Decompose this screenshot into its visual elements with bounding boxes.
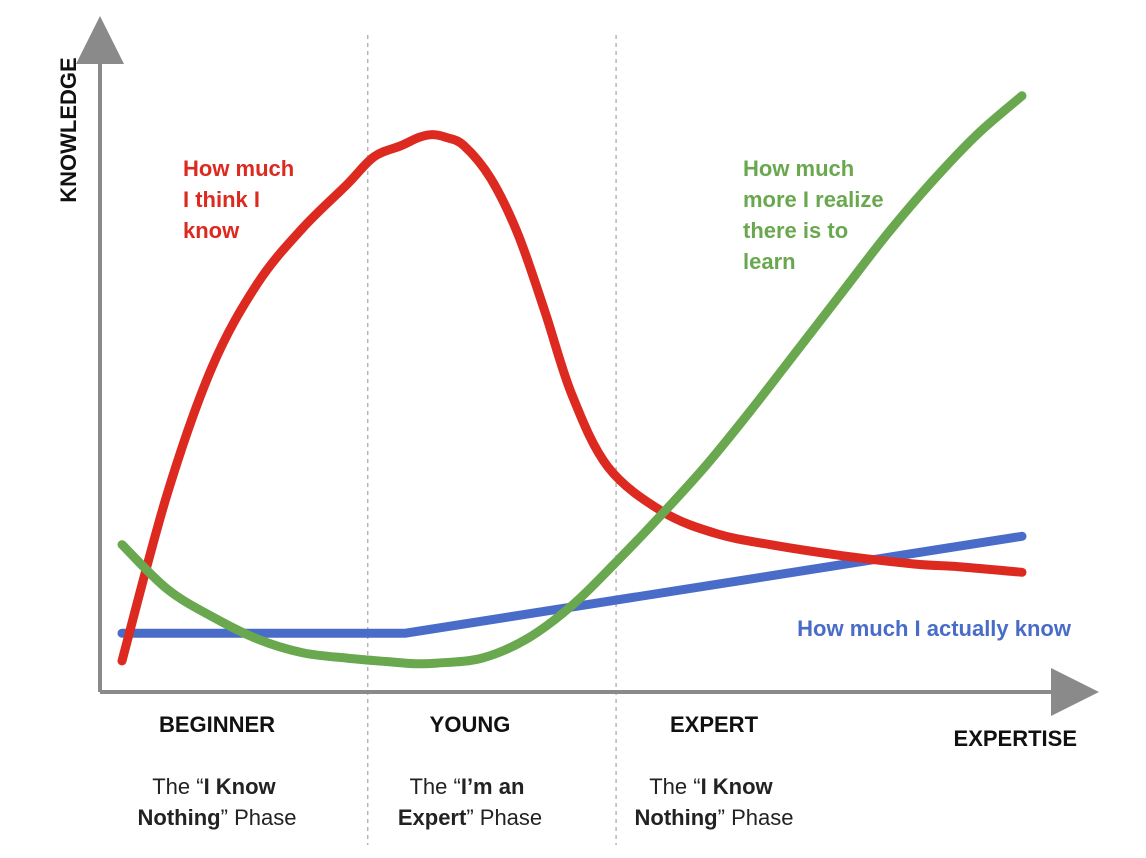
series-line-think-i-know (117, 130, 1027, 666)
y-axis-label: KNOWLEDGE (56, 57, 81, 202)
phase-desc-emphasis: Expert (398, 805, 467, 830)
phase-desc-text: ” Phase (221, 805, 297, 830)
series-label-think-i-know: How much I think I know (183, 156, 300, 243)
phase-desc-expert: The “I Know Nothing” Phase (635, 774, 794, 830)
x-axis-label: EXPERTISE (954, 726, 1077, 751)
phase-desc-young: The “I’m an Expert” Phase (398, 774, 542, 830)
phase-name-young: YOUNG (430, 712, 511, 737)
phase-desc-emphasis: I Know (701, 774, 774, 799)
series-line-actually-know (117, 531, 1027, 638)
phase-desc-text: The “ (649, 774, 700, 799)
series-label-line: learn (743, 249, 796, 274)
phase-desc-text: ” Phase (466, 805, 542, 830)
series-label-line: How much (743, 156, 854, 181)
phase-desc-beginner: The “I Know Nothing” Phase (138, 774, 297, 830)
phase-name-beginner: BEGINNER (159, 712, 275, 737)
phase-desc-emphasis: I’m an (461, 774, 525, 799)
series-line-realize-to-learn (117, 91, 1027, 669)
series-label-realize-to-learn: How much more I realize there is to lear… (743, 156, 890, 274)
series-label-line: more I realize (743, 187, 884, 212)
phase-desc-emphasis: Nothing (138, 805, 221, 830)
series-label-line: I think I (183, 187, 260, 212)
series-label-line: know (183, 218, 240, 243)
phase-desc-text: The “ (409, 774, 460, 799)
phase-desc-emphasis: Nothing (635, 805, 718, 830)
phase-desc-emphasis: I Know (204, 774, 277, 799)
series-label-line: How much (183, 156, 294, 181)
series-label-line: there is to (743, 218, 848, 243)
series-label-actually-know: How much I actually know (797, 616, 1072, 641)
phase-name-expert: EXPERT (670, 712, 759, 737)
phase-desc-text: The “ (152, 774, 203, 799)
phase-desc-text: ” Phase (718, 805, 794, 830)
